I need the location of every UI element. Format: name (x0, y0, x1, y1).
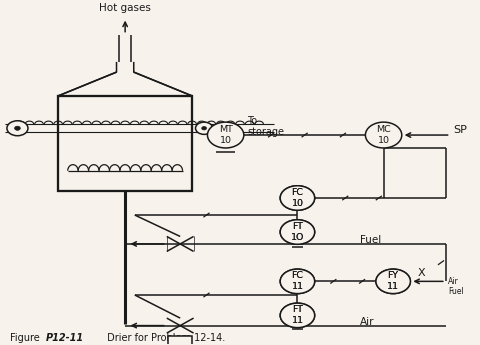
Text: Air
Fuel: Air Fuel (448, 277, 464, 296)
Circle shape (280, 269, 315, 294)
Circle shape (376, 269, 410, 294)
Circle shape (365, 122, 402, 148)
Text: FC
10: FC 10 (291, 188, 303, 208)
Text: FC
10: FC 10 (291, 188, 303, 208)
Circle shape (202, 127, 206, 130)
Text: Air: Air (360, 316, 374, 326)
Text: FY
11: FY 11 (387, 271, 399, 292)
Text: Hot gases: Hot gases (99, 2, 151, 12)
Circle shape (280, 186, 315, 210)
Circle shape (280, 269, 315, 294)
Text: Fuel: Fuel (360, 235, 381, 245)
Text: Drier for Problem 12-14.: Drier for Problem 12-14. (104, 333, 225, 343)
Circle shape (7, 121, 28, 136)
Circle shape (280, 303, 315, 328)
Circle shape (280, 220, 315, 244)
Text: FT
1O: FT 1O (291, 222, 304, 242)
Circle shape (280, 303, 315, 328)
Text: Figure: Figure (10, 333, 43, 343)
Circle shape (14, 126, 20, 130)
Text: FT
11: FT 11 (291, 305, 303, 325)
Bar (168, 336, 192, 345)
Text: FT
1O: FT 1O (291, 222, 304, 242)
Text: FC
11: FC 11 (291, 271, 303, 292)
Text: X: X (418, 268, 426, 278)
Text: FY
11: FY 11 (387, 271, 399, 292)
Text: MT
10: MT 10 (219, 125, 233, 145)
Text: P12-11: P12-11 (46, 333, 84, 343)
Circle shape (280, 186, 315, 210)
Circle shape (280, 220, 315, 244)
Text: FC
11: FC 11 (291, 271, 303, 292)
Text: FT
11: FT 11 (291, 305, 303, 325)
Circle shape (195, 122, 213, 134)
Circle shape (207, 122, 244, 148)
Text: SP: SP (453, 125, 467, 135)
Circle shape (376, 269, 410, 294)
Bar (58, 96, 192, 191)
Text: MC
10: MC 10 (376, 125, 391, 145)
Text: To
storage: To storage (247, 116, 284, 137)
